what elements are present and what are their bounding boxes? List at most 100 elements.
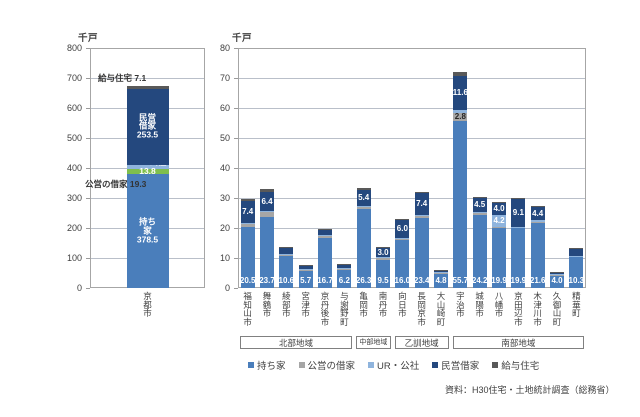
bar-segment-3: 4.4 [530, 207, 545, 221]
bar-segment-1 [511, 227, 526, 229]
x-axis-label-14: 京田辺市 [514, 291, 523, 327]
bar-segment-1 [356, 207, 371, 210]
y-axis-tick-mark [234, 78, 238, 79]
bar-segment-value-label: 6.2 [338, 275, 350, 285]
bar-segment-4 [260, 189, 274, 193]
bar-segment-1 [569, 256, 584, 258]
x-axis-label-3: 宮津市 [301, 291, 310, 319]
legend-item-0[interactable]: 持ち家 [248, 358, 286, 372]
bar-segment-1 [492, 227, 506, 229]
table-row: 26.3 5.4 [356, 48, 371, 288]
right-chart-unit-label: 千戸 [232, 33, 253, 44]
bar-segment-2 [298, 268, 313, 270]
bar-segment-value-label: 民営 借家 253.5 [136, 112, 159, 140]
y-axis-tick-mark [234, 138, 238, 139]
table-row: 19.9 4.2 4.0 [491, 48, 507, 288]
x-axis-label-11: 宇治市 [456, 291, 465, 319]
source-note: 資料：H30住宅・土地統計調査（総務省） [445, 385, 615, 395]
table-row: 23.7 6.4 [259, 48, 275, 288]
bar-segment-2: 4.2 [492, 214, 506, 228]
bar-segment-3 [569, 248, 584, 256]
bar-segment-4 [472, 196, 487, 199]
bar-segment-value-label: 10.6 [278, 275, 295, 285]
bar-segment-0: 24.2 [472, 215, 487, 288]
y-axis-tick-mark [234, 108, 238, 109]
bar-segment-value-label: 7.4 [416, 199, 428, 209]
legend-item-label: 公営の借家 [307, 361, 356, 372]
gridline [239, 138, 585, 139]
bar-segment-value-label: 23.7 [259, 275, 275, 285]
y-axis-tick-mark [234, 228, 238, 229]
bar-segment-value-label: 4.0 [551, 275, 563, 285]
y-axis-tick-label: 50 [219, 133, 230, 143]
legend-item-label: 民営借家 [441, 361, 480, 372]
bar-segment-3 [337, 264, 352, 268]
bar-segment-0: 55.7 [453, 120, 468, 288]
gridline [239, 198, 585, 199]
gridline [239, 108, 585, 109]
bar-segment-0: 23.7 [259, 216, 275, 288]
x-axis-label-16: 久御山町 [552, 291, 562, 327]
bar-segment-3: 7.4 [414, 193, 429, 216]
x-axis-label-5: 与謝野町 [340, 291, 349, 327]
legend-item-3[interactable]: 民営借家 [432, 358, 479, 372]
x-axis-label-0: 福知山市 [243, 291, 252, 327]
y-axis-tick-label: 20 [219, 223, 230, 233]
bar-segment-3 [550, 272, 564, 275]
y-axis-tick-mark [234, 288, 238, 289]
bar-segment-3: 11.6 [452, 75, 468, 111]
bar-segment-value-label: 11.6 [452, 87, 468, 97]
bar-segment-3 [318, 230, 332, 235]
table-row: 16.7 [317, 48, 333, 288]
table-row: 4.8 [434, 48, 448, 288]
bar-segment-3: 4.0 [492, 202, 506, 215]
legend-swatch-icon [432, 362, 439, 368]
bar-segment-1 [376, 258, 390, 260]
legend-item-1[interactable]: 公営の借家 [298, 358, 356, 372]
legend-item-4[interactable]: 給与住宅 [492, 358, 539, 372]
bar-segment-2 [550, 274, 564, 276]
table-row: 23.4 7.4 [414, 48, 429, 288]
legend-item-2[interactable]: UR・公社 [368, 358, 419, 372]
legend-swatch-icon [248, 362, 254, 368]
x-axis-label-6: 亀岡市 [359, 291, 368, 319]
bar-segment-3: 3.0 [376, 248, 390, 258]
bar-segment-3: 5.4 [356, 189, 371, 207]
bar-segment-4 [511, 198, 526, 200]
x-axis-label-1: 舞鶴市 [262, 291, 272, 319]
callout-kyuyo-jutaku: 給与住宅 7.1 [98, 73, 147, 83]
table-row: 10.3 [569, 48, 584, 288]
bar-segment-0: 4.0 [550, 276, 564, 288]
bar-segment-4 [434, 269, 448, 271]
y-axis-tick-label: 40 [219, 163, 230, 173]
y-axis-tick-label: 60 [219, 103, 230, 113]
gridline [239, 228, 585, 229]
bar-segment-value-label: 7.4 [242, 206, 254, 216]
y-axis-tick-label: 0 [224, 283, 230, 293]
bar-segment-value-label: 19.9 [491, 275, 507, 285]
region-label-0: 北部地域 [240, 336, 352, 349]
bar-segment-4 [279, 247, 294, 249]
table-row: 55.7 2.8 11.6 [452, 48, 468, 288]
y-axis-tick-label: 400 [66, 163, 82, 173]
bar-segment-value-label: 21.6 [529, 275, 546, 285]
y-axis-tick-label: 10 [219, 253, 230, 263]
bar-segment-value-label: 19.9 [510, 275, 527, 285]
x-axis-label-15: 木津川市 [533, 291, 542, 327]
bar-segment-0: 16.0 [395, 240, 410, 288]
bar-segment-1: 2.8 [453, 112, 468, 121]
bar-segment-value-label: 4.8 [435, 275, 447, 285]
bar-segment-4 [318, 229, 332, 231]
bar-segment-1 [414, 216, 429, 218]
bar-segment-1 [395, 239, 410, 240]
bar-segment-2 [511, 226, 526, 228]
bar-segment-2 [260, 211, 274, 213]
y-axis-tick-mark [86, 138, 90, 139]
bar-segment-4 [395, 219, 410, 221]
bar-segment-2 [279, 253, 294, 255]
y-axis-tick-mark [86, 78, 90, 79]
table-row: 24.2 4.5 [472, 48, 487, 288]
y-axis-tick-label: 300 [66, 193, 82, 203]
y-axis-tick-mark [86, 258, 90, 259]
